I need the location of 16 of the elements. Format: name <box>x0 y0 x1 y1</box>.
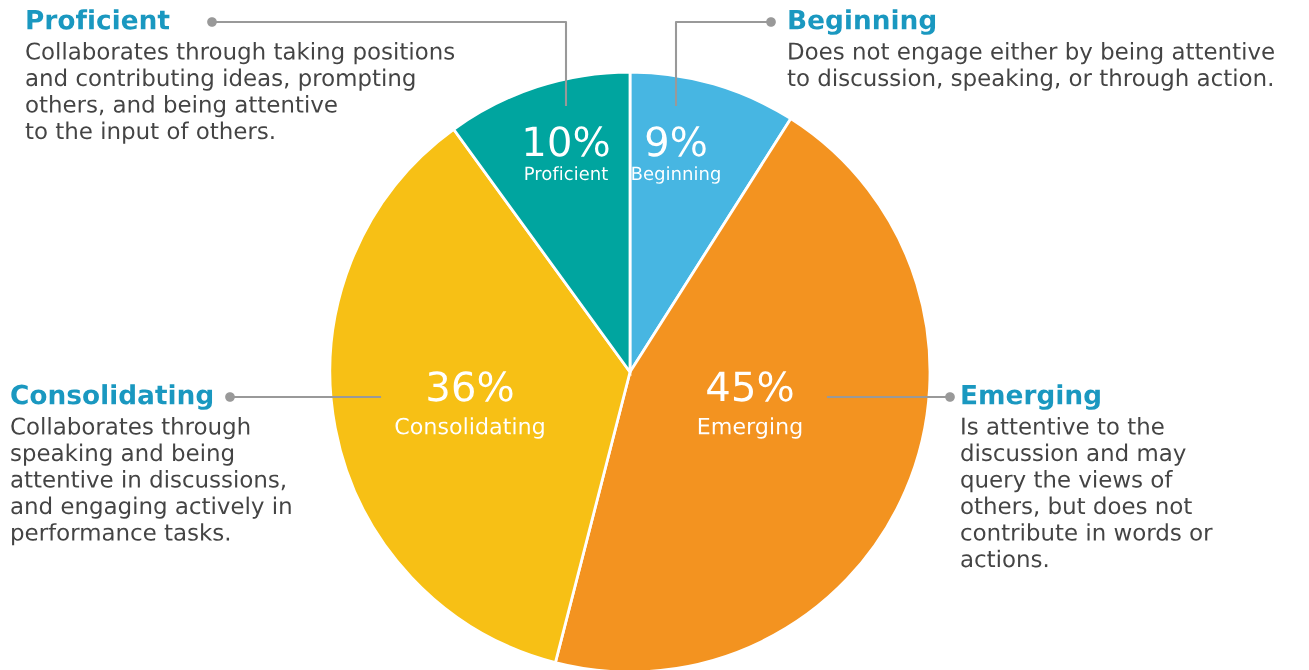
text: Does not engage either by being attentive to discussion, speaking, or through action. <box>787 42 1274 91</box>
text: Collaborates through speaking and being attentive in discussions, and engaging actively in performance tasks. <box>11 417 291 546</box>
slice-label: Consolidating <box>11 384 213 410</box>
data-label: 45% <box>707 371 793 402</box>
slice-label: Beginning <box>632 166 720 184</box>
slice-label: Emerging <box>698 417 802 439</box>
text: Collaborates through taking positions and contributing ideas, prompting others, and being attentive to the input of others. <box>25 42 455 144</box>
text: Is attentive to the discussion and may query the views of others, but does not contribute in words or actions. <box>961 417 1213 568</box>
slice-label: Consolidating <box>395 417 544 439</box>
slice-label: Emerging <box>962 384 1100 410</box>
slice-label: Proficient <box>525 166 608 181</box>
category-label: Proficient <box>27 9 170 30</box>
data-label: 36% <box>428 371 513 402</box>
slice-label: Beginning <box>789 9 936 35</box>
data-label: 9% <box>646 126 706 157</box>
data-label: 10% <box>525 126 609 157</box>
